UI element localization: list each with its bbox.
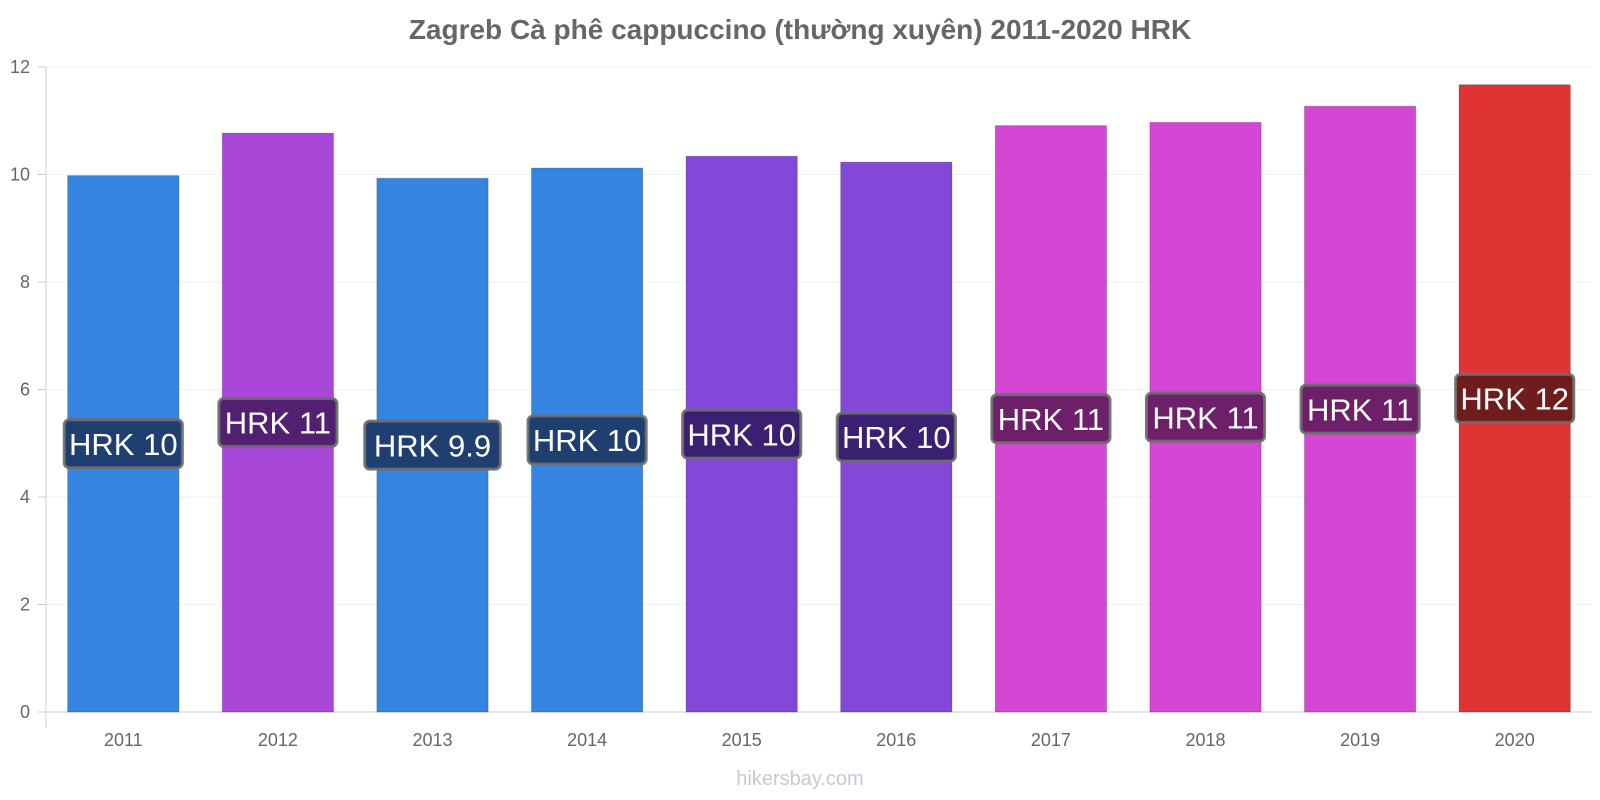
data-label: HRK 11 (225, 406, 331, 441)
x-tick-label: 2015 (722, 730, 762, 750)
x-tick-label: 2020 (1495, 730, 1535, 750)
data-label: HRK 12 (1460, 382, 1569, 417)
data-label-box (217, 397, 339, 449)
data-label: HRK 10 (842, 420, 951, 455)
y-tick-label: 6 (20, 380, 30, 400)
data-label-box (835, 411, 957, 463)
watermark: hikersbay.com (736, 768, 864, 790)
data-label-box (363, 419, 502, 471)
x-tick-label: 2016 (876, 730, 916, 750)
x-tick-label: 2017 (1031, 730, 1071, 750)
data-label: HRK 11 (998, 402, 1104, 437)
x-tick-label: 2019 (1340, 730, 1380, 750)
y-tick-label: 8 (20, 272, 30, 292)
data-label: HRK 10 (687, 417, 796, 452)
data-label-box (526, 414, 648, 466)
x-tick-label: 2014 (567, 730, 607, 750)
data-label: HRK 11 (1152, 400, 1258, 435)
x-tick-label: 2012 (258, 730, 298, 750)
data-label: HRK 10 (533, 423, 642, 458)
data-label: HRK 10 (69, 427, 178, 462)
data-label-box (681, 408, 803, 460)
chart-title: Zagreb Cà phê cappuccino (thường xuyên) … (408, 14, 1192, 45)
y-tick-label: 12 (10, 57, 30, 77)
y-tick-label: 10 (10, 165, 30, 185)
x-tick-label: 2013 (412, 730, 452, 750)
data-label-box (1299, 383, 1421, 435)
data-label: HRK 11 (1307, 392, 1413, 427)
y-tick-label: 2 (20, 595, 30, 615)
x-tick-label: 2018 (1185, 730, 1225, 750)
y-tick-label: 0 (20, 702, 30, 722)
data-label-box (1454, 372, 1576, 424)
data-label: HRK 9.9 (374, 428, 491, 463)
x-tick-label: 2011 (104, 730, 143, 750)
data-label-box (990, 393, 1112, 445)
data-label-box (62, 418, 184, 470)
y-tick-label: 4 (20, 487, 30, 507)
data-labels: HRK 10 HRK 11 HRK 9.9 HRK 10 HRK 10 HRK 10 HRK… (62, 372, 1576, 471)
data-label-box (1144, 391, 1267, 443)
